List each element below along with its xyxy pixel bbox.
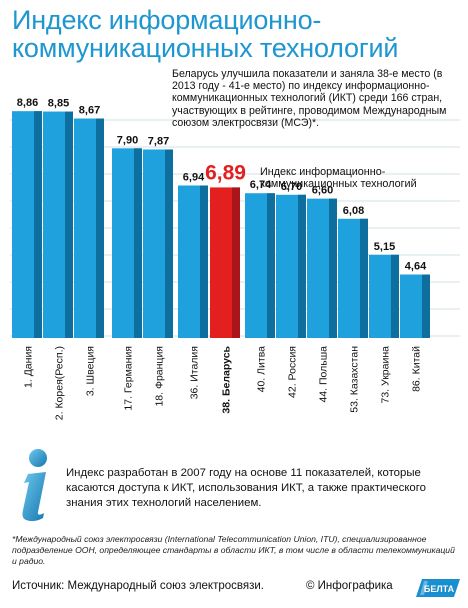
- category-label: 44. Польша: [318, 346, 330, 403]
- value-label: 6,08: [343, 205, 364, 217]
- bar-shade: [96, 118, 104, 338]
- category-label: 36. Италия: [189, 346, 201, 399]
- category-label: 38. Беларусь: [221, 345, 233, 413]
- highlight-label-line-1: Индекс информационно-: [260, 166, 386, 178]
- value-label: 6,74: [250, 179, 272, 191]
- category-label: 42. Россия: [287, 346, 299, 398]
- category-label: 3. Швеция: [85, 346, 97, 396]
- bar-shade: [65, 111, 73, 338]
- category-label: 40. Литва: [256, 346, 268, 393]
- value-label: 8,85: [48, 98, 69, 110]
- category-label: 53. Казахстан: [349, 346, 361, 413]
- bar-shade: [134, 148, 142, 338]
- page-title: Индекс информационно- коммуникационных т…: [12, 6, 462, 62]
- value-label: 8,67: [79, 105, 100, 117]
- bar-shade: [200, 185, 208, 338]
- value-label: 6,89: [205, 161, 246, 184]
- title-line-2: коммуникационных технологий: [12, 33, 399, 63]
- value-label: 6,60: [312, 185, 333, 197]
- value-label: 8,86: [17, 97, 38, 109]
- credit-text: © Инфографика: [306, 580, 393, 592]
- bar-shade: [329, 198, 337, 338]
- value-label: 6,94: [183, 171, 205, 183]
- bar-shade: [232, 187, 240, 338]
- info-text: Индекс разработан в 2007 году на основе …: [66, 467, 427, 509]
- chart-area: 8,86 1. Дания 8,85 2. Корея(Респ.) 8,67 3. Шв…: [10, 97, 460, 420]
- value-label: 6,70: [281, 181, 302, 193]
- bar-shade: [298, 194, 306, 338]
- bar-shade: [165, 149, 173, 338]
- footnote: *Международный союз электросвязи (Intern…: [12, 534, 455, 566]
- highlight-label-line-2: коммуникационных технологий: [260, 178, 417, 190]
- category-label: 86. Китай: [411, 346, 423, 392]
- source-text: Источник: Международный союз электросвяз…: [12, 580, 265, 592]
- bar-shade: [34, 111, 42, 339]
- value-label: 5,15: [374, 241, 395, 253]
- highlight-label: Индекс информационно- коммуникационных т…: [260, 166, 450, 190]
- bar-chart: 8,86 1. Дания 8,85 2. Корея(Респ.) 8,67 3. Шв…: [10, 97, 460, 420]
- bar-shade: [360, 218, 368, 338]
- category-label: 1. Дания: [23, 346, 35, 388]
- info-box: Индекс разработан в 2007 году на основе …: [6, 444, 462, 524]
- title-line-1: Индекс информационно-: [12, 5, 322, 35]
- category-label: 17. Германия: [123, 346, 135, 411]
- info-icon: [22, 449, 47, 522]
- bar-shade: [267, 193, 275, 338]
- category-label: 73. Украина: [380, 346, 392, 404]
- belta-logo: БЕЛТА: [416, 579, 460, 597]
- category-label: 2. Корея(Респ.): [54, 346, 66, 420]
- value-label: 7,90: [117, 134, 138, 146]
- bar-shade: [422, 274, 430, 338]
- logo-text: БЕЛТА: [424, 584, 455, 594]
- value-label: 7,87: [148, 135, 169, 147]
- value-label: 4,64: [405, 261, 427, 273]
- chart-description: Беларусь улучшила показатели и заняла 38…: [172, 68, 447, 129]
- category-label: 18. Франция: [154, 346, 166, 407]
- bar-shade: [391, 254, 399, 338]
